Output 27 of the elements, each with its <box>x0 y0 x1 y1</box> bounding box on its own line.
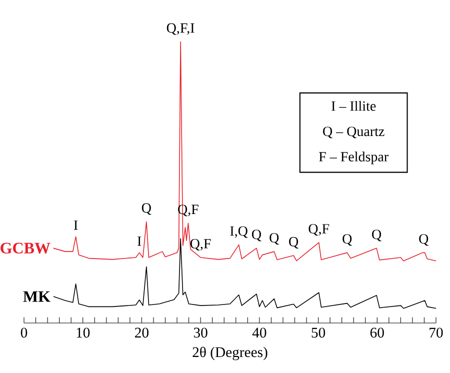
x-tick-label: 70 <box>430 328 443 338</box>
series-label: MK <box>23 291 50 302</box>
annotation: Q <box>289 237 298 249</box>
annotation: Q <box>252 230 262 242</box>
annotation: I <box>74 220 78 230</box>
annotation: Q <box>270 233 279 245</box>
annotation: Q,F <box>190 239 211 251</box>
annotation: Q,F,I <box>166 23 194 35</box>
x-tick-label: 40 <box>252 328 266 338</box>
x-tick-label: 30 <box>194 328 208 338</box>
x-axis-title: 2θ (Degrees) <box>192 346 268 360</box>
annotation: I – Illite <box>332 100 376 111</box>
annotation: Q <box>372 230 382 242</box>
annotation: I,Q <box>230 226 248 238</box>
annotation: I <box>138 236 142 246</box>
annotation: Q <box>342 234 352 246</box>
annotation: Q,F <box>308 224 330 236</box>
x-tick-label: 20 <box>135 328 148 338</box>
x-tick-label: 50 <box>312 328 326 338</box>
x-tick-label: 0 <box>20 328 28 338</box>
x-tick-label: 10 <box>76 328 90 338</box>
annotation: Q <box>419 234 428 246</box>
x-tick-label: 60 <box>370 328 384 338</box>
series-label: GCBW <box>0 242 50 254</box>
annotation: Q – Quartz <box>323 126 384 138</box>
annotation: Q <box>142 203 152 215</box>
annotation: F – Feldspar <box>318 152 388 164</box>
